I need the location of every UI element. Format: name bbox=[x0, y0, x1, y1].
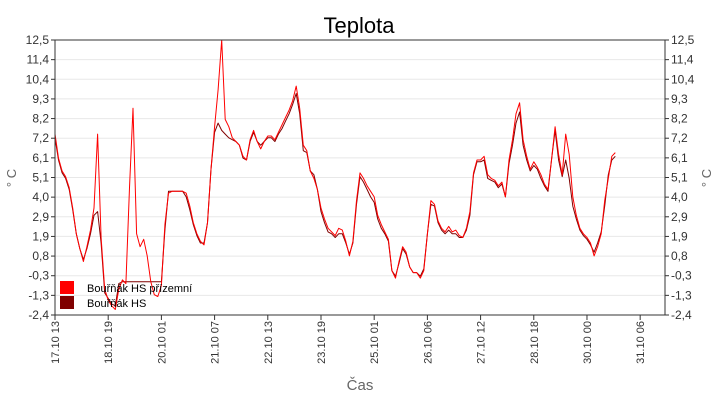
series-line bbox=[54, 39, 616, 310]
y-tick-label-left: 7,2 bbox=[32, 131, 49, 145]
y-axis-right: 12,5 11,4 10,4 9,3 8,2 7,2 6,1 5,1 4,0 2,9 1,9 0,8 -… bbox=[665, 33, 695, 322]
y-tick-label-right: 5,1 bbox=[671, 171, 688, 185]
y-tick-label-right: 8,2 bbox=[671, 112, 688, 126]
legend-label: Bouřňák HS přízemní bbox=[87, 283, 192, 295]
y-axis-label-left: ° C bbox=[4, 169, 19, 187]
x-axis: 17.10 13 18.10 19 20.10 01 21.10 07 22.10 13… bbox=[50, 315, 647, 364]
grid-lines bbox=[55, 39, 665, 316]
x-tick-label: 27.10 12 bbox=[476, 321, 488, 364]
y-tick-label-right: 2,9 bbox=[671, 210, 688, 224]
y-tick-label-left: 8,2 bbox=[32, 112, 49, 126]
x-tick-label: 25.10 01 bbox=[369, 321, 381, 364]
y-tick-label-left: 4,0 bbox=[32, 190, 49, 204]
y-tick-label-right: -1,3 bbox=[671, 288, 692, 302]
y-tick-label-left: -2,4 bbox=[28, 308, 49, 322]
y-axis-label-right: ° C bbox=[699, 169, 714, 187]
y-tick-label-left: 12,5 bbox=[26, 33, 50, 47]
y-tick-label-left: -1,3 bbox=[28, 288, 49, 302]
y-tick-label-right: 0,8 bbox=[671, 249, 688, 263]
y-tick-label-right: -2,4 bbox=[671, 308, 692, 322]
x-axis-label: Čas bbox=[347, 377, 374, 394]
y-tick-label-right: 12,5 bbox=[671, 33, 695, 47]
y-tick-label-left: 2,9 bbox=[32, 210, 49, 224]
y-tick-label-left: 0,8 bbox=[32, 249, 49, 263]
x-tick-label: 28.10 18 bbox=[529, 321, 541, 364]
y-tick-label-right: 11,4 bbox=[671, 53, 694, 67]
x-tick-label: 18.10 19 bbox=[103, 321, 115, 364]
y-axis-left: 12,5 11,4 10,4 9,3 8,2 7,2 6,1 5,1 4,0 2,9 1,9 0,8 -… bbox=[26, 33, 55, 322]
x-tick-label: 23.10 19 bbox=[316, 321, 328, 364]
x-tick-label: 21.10 07 bbox=[210, 321, 222, 364]
y-tick-label-left: 5,1 bbox=[32, 171, 49, 185]
x-tick-label: 20.10 01 bbox=[156, 321, 168, 364]
y-tick-label-left: 11,4 bbox=[27, 53, 50, 67]
x-tick-label: 17.10 13 bbox=[50, 321, 62, 364]
y-tick-label-right: 10,4 bbox=[671, 72, 695, 86]
y-tick-label-right: 7,2 bbox=[671, 131, 688, 145]
x-tick-label: 26.10 06 bbox=[422, 321, 434, 364]
chart-title: Teplota bbox=[324, 13, 396, 38]
x-tick-label: 31.10 06 bbox=[635, 321, 647, 364]
y-tick-label-right: 1,9 bbox=[671, 229, 688, 243]
x-tick-label: 30.10 00 bbox=[582, 321, 594, 364]
y-tick-label-right: 9,3 bbox=[671, 92, 688, 106]
legend: Bouřňák HS přízemní Bouřňák HS bbox=[60, 281, 192, 310]
legend-label: Bouřňák HS bbox=[87, 298, 146, 310]
series-layer bbox=[54, 39, 616, 310]
y-tick-label-right: 6,1 bbox=[671, 151, 688, 165]
y-tick-label-left: 10,4 bbox=[26, 72, 50, 86]
y-tick-label-right: -0,3 bbox=[671, 269, 692, 283]
y-tick-label-left: 6,1 bbox=[32, 151, 49, 165]
y-tick-label-left: 9,3 bbox=[32, 92, 49, 106]
y-tick-label-right: 4,0 bbox=[671, 190, 688, 204]
x-tick-label: 22.10 13 bbox=[263, 321, 275, 364]
y-tick-label-left: 1,9 bbox=[32, 229, 49, 243]
series-line bbox=[54, 93, 616, 307]
legend-swatch bbox=[60, 281, 74, 294]
legend-swatch bbox=[60, 296, 74, 309]
y-tick-label-left: -0,3 bbox=[28, 269, 49, 283]
